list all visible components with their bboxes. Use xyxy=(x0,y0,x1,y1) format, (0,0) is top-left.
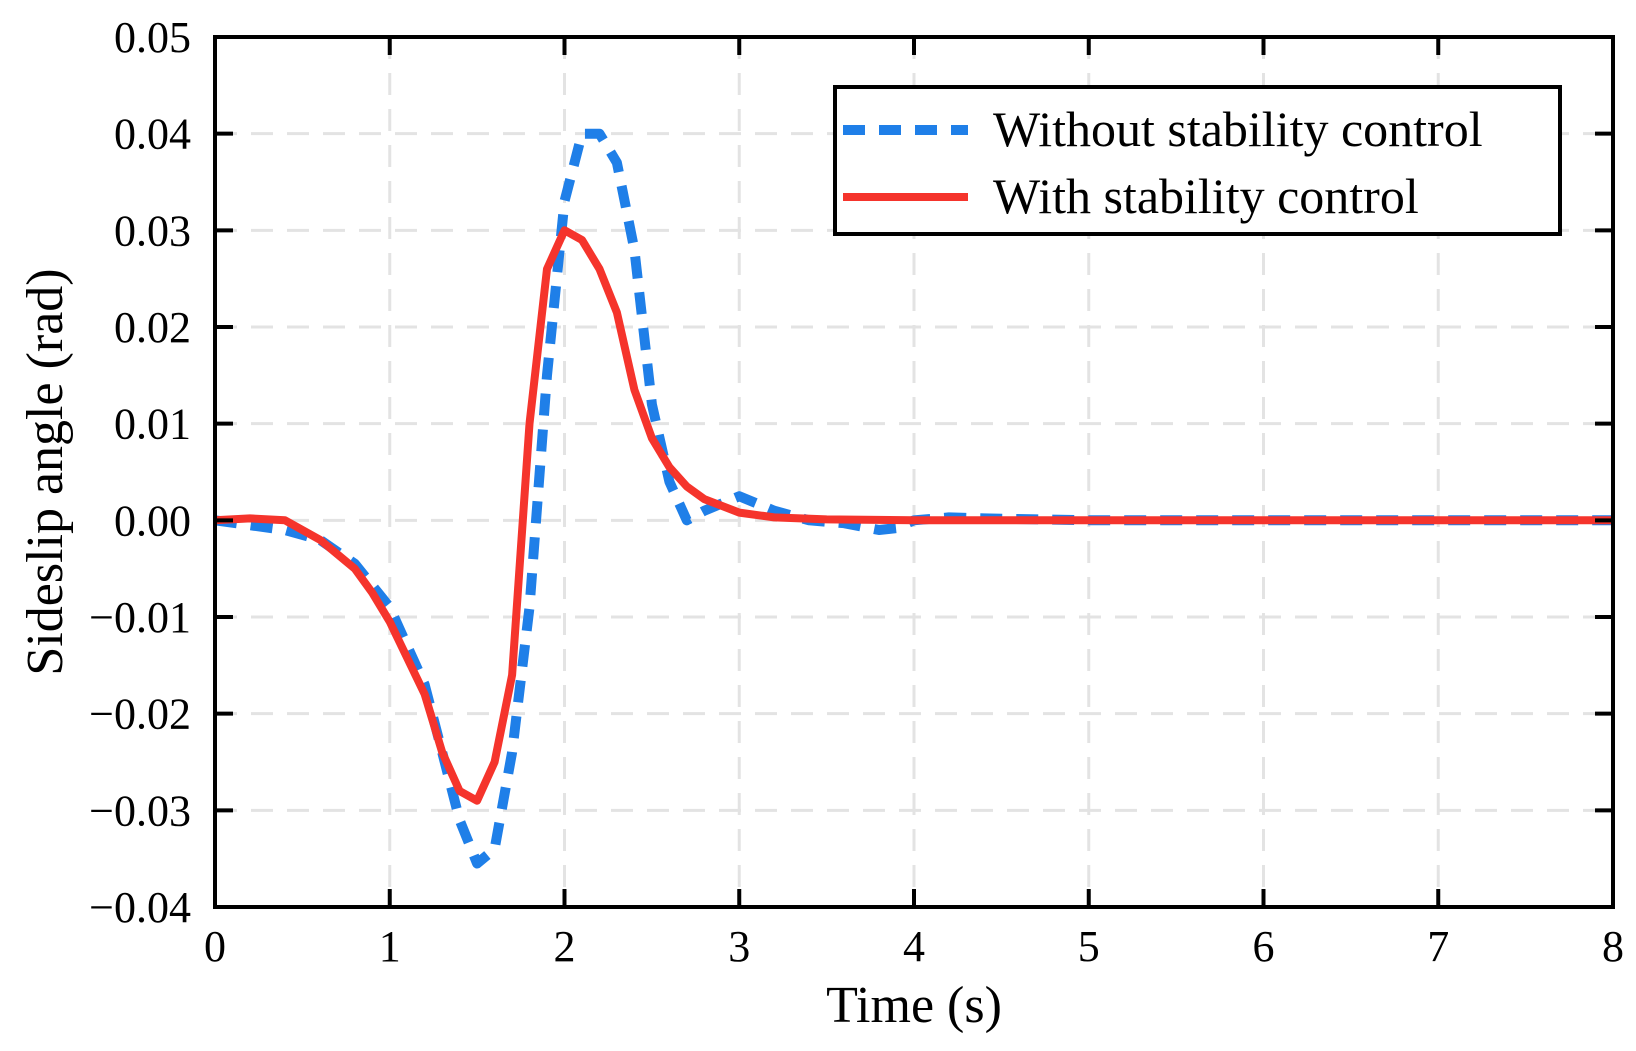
x-tick-label: 2 xyxy=(554,922,576,971)
x-tick-label: 4 xyxy=(903,922,925,971)
y-tick-label: −0.01 xyxy=(89,593,191,642)
x-tick-label: 1 xyxy=(379,922,401,971)
x-axis-title: Time (s) xyxy=(826,977,1002,1034)
axes-layer xyxy=(213,35,1615,909)
y-tick-label: 0.02 xyxy=(114,303,191,352)
legend: Without stability control With stability… xyxy=(833,85,1562,236)
y-tick-label: 0.01 xyxy=(114,400,191,449)
y-tick-label: 0.00 xyxy=(114,496,191,545)
series-line-without-control xyxy=(214,128,1613,869)
x-tick-label: 5 xyxy=(1078,922,1100,971)
legend-label-with-control: With stability control xyxy=(993,168,1419,224)
y-tick-label: −0.03 xyxy=(89,786,191,835)
y-tick-label: 0.05 xyxy=(114,13,191,62)
series-line-with-control xyxy=(214,226,1613,805)
x-tick-label: 8 xyxy=(1602,922,1624,971)
y-tick-label: 0.04 xyxy=(114,110,191,159)
tick-label-layer: 0 1 2 3 4 5 6 7 8 −0.04 −0.03 −0.02 −0.01 0.00 0.01 0.0… xyxy=(89,13,1624,971)
x-tick-label: 0 xyxy=(204,922,226,971)
y-tick-label: −0.04 xyxy=(89,883,191,932)
x-tick-label: 7 xyxy=(1427,922,1449,971)
legend-box xyxy=(833,85,1562,236)
x-tick-label: 3 xyxy=(728,922,750,971)
y-tick-label: 0.03 xyxy=(114,206,191,255)
x-tick-label: 6 xyxy=(1253,922,1275,971)
series-layer xyxy=(214,128,1613,869)
y-tick-label: −0.02 xyxy=(89,690,191,739)
legend-label-without-control: Without stability control xyxy=(993,101,1483,157)
y-axis-title: Sideslip angle (rad) xyxy=(17,268,74,675)
